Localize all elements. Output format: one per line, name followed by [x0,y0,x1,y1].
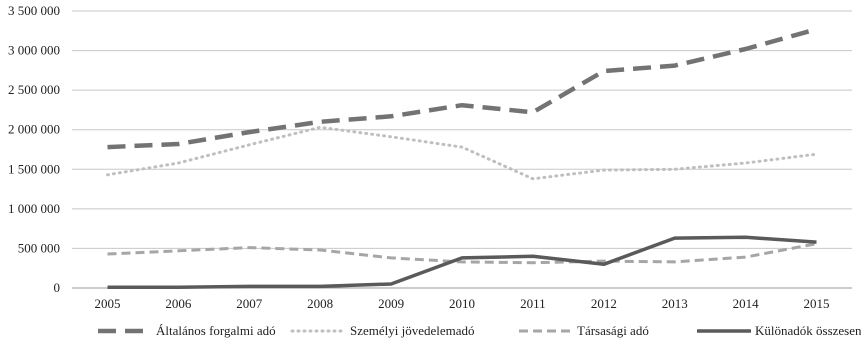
x-tick-label: 2007 [236,296,263,311]
x-tick-label: 2011 [520,296,546,311]
x-tick-label: 2009 [378,296,404,311]
x-tick-label: 2012 [591,296,617,311]
series-line-2 [106,125,818,181]
x-tick-label: 2015 [804,296,830,311]
series-line-1 [107,27,818,150]
y-tick-label: 1 500 000 [8,161,60,176]
y-tick-label: 500 000 [18,240,60,255]
legend-label: Különadók összesen [755,323,861,338]
y-tick-label: 0 [54,280,61,295]
x-tick-label: 2008 [307,296,333,311]
x-tick-label: 2006 [165,296,192,311]
y-tick-label: 2 500 000 [8,82,60,97]
grid-lines [72,10,852,289]
series-lines [106,27,818,289]
series-line-4 [107,235,817,289]
y-tick-label: 3 500 000 [8,3,60,18]
legend-label: Személyi jövedelemadó [350,323,475,338]
y-tick-label: 3 000 000 [8,43,60,58]
legend-label: Társasági adó [577,323,649,338]
series-line-3 [107,242,817,265]
legend: Általános forgalmi adó Személyi jövedelem… [98,323,861,338]
x-tick-label: 2014 [733,296,760,311]
x-tick-label: 2013 [662,296,688,311]
y-axis-tick-labels: 0 500 000 1 000 000 1 500 000 2 000 000 2 500… [8,3,60,295]
y-tick-label: 2 000 000 [8,122,60,137]
x-tick-label: 2005 [94,296,120,311]
y-tick-label: 1 000 000 [8,201,60,216]
x-tick-label: 2010 [449,296,475,311]
x-axis-tick-labels: 2005 2006 2007 2008 2009 2010 2011 2012 2013 2014… [94,296,829,311]
legend-label: Általános forgalmi adó [156,323,276,338]
